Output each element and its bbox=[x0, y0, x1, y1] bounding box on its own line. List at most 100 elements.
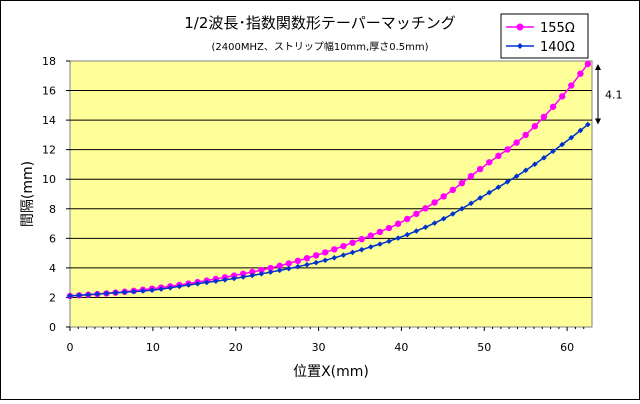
series-1-point-1 bbox=[76, 292, 82, 299]
series-0-point-29 bbox=[331, 246, 338, 253]
series-1-point-10 bbox=[158, 286, 164, 292]
series-0-point-35 bbox=[385, 224, 393, 232]
axes: 0 2 4 6 8 10 12 14 16 18 0 10 20 30 40 50 60 bbox=[42, 55, 585, 354]
legend-label-0: 155Ω bbox=[540, 21, 575, 36]
y-tick-label-8: 16 bbox=[42, 85, 56, 98]
series-1-point-52 bbox=[541, 155, 547, 161]
series-0-point-19 bbox=[239, 270, 247, 278]
annotation-arrow-top bbox=[595, 63, 601, 70]
series-0-point-38 bbox=[413, 210, 420, 218]
series-1-point-26 bbox=[304, 261, 310, 268]
series-0-point-53 bbox=[549, 103, 557, 110]
y-tick-label-9: 18 bbox=[42, 55, 56, 68]
series-1-point-56 bbox=[577, 127, 584, 134]
series-0-point-28 bbox=[322, 249, 329, 256]
series-1-point-20 bbox=[249, 272, 256, 279]
y-tick-label-7: 14 bbox=[42, 114, 56, 127]
series-1-point-32 bbox=[358, 246, 365, 253]
series-1-point-28 bbox=[322, 257, 328, 264]
series-1-point-29 bbox=[331, 254, 338, 261]
series-1-point-34 bbox=[377, 241, 383, 247]
series-1-point-3 bbox=[94, 291, 101, 297]
series-1-point-41 bbox=[440, 215, 447, 222]
series-0-point-46 bbox=[486, 159, 493, 166]
series-1-point-11 bbox=[167, 284, 174, 291]
series-0-point-47 bbox=[495, 152, 502, 160]
legend-items: 155Ω 140Ω bbox=[506, 21, 575, 55]
chart-subtitle: (2400MHZ、ストリップ幅10mm,厚さ0.5mm) bbox=[211, 40, 428, 53]
y-tick-label-3: 6 bbox=[49, 232, 56, 245]
series-0-point-43 bbox=[458, 179, 466, 187]
series-0-point-34 bbox=[376, 228, 384, 236]
y-tick-label-1: 2 bbox=[49, 291, 56, 304]
series-0-point-55 bbox=[568, 82, 575, 89]
series-0-point-18 bbox=[230, 272, 238, 279]
series-layer bbox=[66, 60, 592, 300]
series-line-1 bbox=[69, 123, 589, 297]
series-0-point-23 bbox=[276, 262, 283, 269]
x-tick-label-2: 20 bbox=[229, 341, 243, 354]
series-1-point-17 bbox=[222, 277, 228, 283]
legend-item-0: 155Ω bbox=[506, 21, 575, 36]
series-0-point-56 bbox=[577, 70, 584, 77]
y-tick-label-4: 8 bbox=[49, 203, 56, 216]
series-1-point-7 bbox=[131, 288, 137, 295]
series-0-point-27 bbox=[312, 252, 320, 259]
series-1-point-9 bbox=[149, 287, 155, 293]
series-1-point-22 bbox=[267, 269, 274, 275]
series-1-point-49 bbox=[513, 173, 520, 180]
legend-box bbox=[500, 13, 589, 59]
series-1-point-12 bbox=[176, 283, 183, 290]
series-0-point-50 bbox=[522, 131, 529, 139]
series-1 bbox=[67, 121, 591, 299]
series-0-point-25 bbox=[294, 257, 302, 265]
series-1-point-16 bbox=[213, 278, 219, 284]
series-0-point-22 bbox=[267, 264, 274, 272]
series-0-point-30 bbox=[340, 242, 347, 250]
y-tick-label-2: 4 bbox=[49, 262, 56, 275]
y-tick-label-5: 10 bbox=[42, 173, 56, 186]
series-1-point-42 bbox=[450, 211, 456, 217]
series-0-point-26 bbox=[303, 254, 311, 262]
series-1-point-47 bbox=[495, 184, 502, 191]
series-1-point-50 bbox=[522, 167, 529, 174]
annotation-arrow-bottom bbox=[595, 118, 601, 125]
series-1-point-13 bbox=[185, 282, 192, 288]
x-tick-label-4: 40 bbox=[394, 341, 408, 354]
series-1-point-33 bbox=[367, 244, 374, 250]
series-1-point-18 bbox=[231, 275, 237, 282]
y-axis-label: 間隔(mm) bbox=[20, 161, 36, 227]
series-0-point-37 bbox=[404, 215, 411, 223]
series-1-point-24 bbox=[285, 265, 292, 272]
series-0-point-40 bbox=[431, 199, 438, 206]
x-tick-label-5: 50 bbox=[477, 341, 491, 354]
series-1-point-55 bbox=[568, 134, 575, 141]
series-1-point-4 bbox=[103, 290, 110, 297]
series-0-point-51 bbox=[531, 122, 539, 130]
series-0-point-54 bbox=[558, 93, 566, 100]
series-1-point-46 bbox=[486, 189, 493, 196]
x-axis-label: 位置X(mm) bbox=[293, 364, 369, 380]
series-0-point-44 bbox=[467, 172, 475, 180]
series-0-point-32 bbox=[358, 235, 365, 243]
series-1-point-44 bbox=[468, 200, 474, 207]
series-1-point-30 bbox=[340, 252, 347, 258]
series-1-point-57 bbox=[585, 121, 591, 128]
x-tick-label-1: 10 bbox=[146, 341, 160, 354]
x-tick-label-3: 30 bbox=[312, 341, 326, 354]
series-1-point-48 bbox=[504, 178, 511, 185]
series-0-point-45 bbox=[476, 165, 484, 173]
series-1-point-43 bbox=[459, 205, 465, 212]
series-1-point-51 bbox=[532, 161, 538, 168]
series-1-point-15 bbox=[203, 279, 210, 286]
chart-title: 1/2波長･指数関数形テーパーマッチング bbox=[184, 14, 456, 32]
series-1-point-19 bbox=[240, 274, 246, 280]
series-1-point-25 bbox=[295, 263, 301, 270]
series-1-point-14 bbox=[194, 280, 201, 287]
series-line-0 bbox=[69, 63, 589, 297]
series-1-point-23 bbox=[276, 267, 283, 274]
series-0-point-48 bbox=[504, 146, 511, 153]
series-0-point-49 bbox=[513, 139, 520, 146]
series-1-point-5 bbox=[112, 289, 119, 296]
